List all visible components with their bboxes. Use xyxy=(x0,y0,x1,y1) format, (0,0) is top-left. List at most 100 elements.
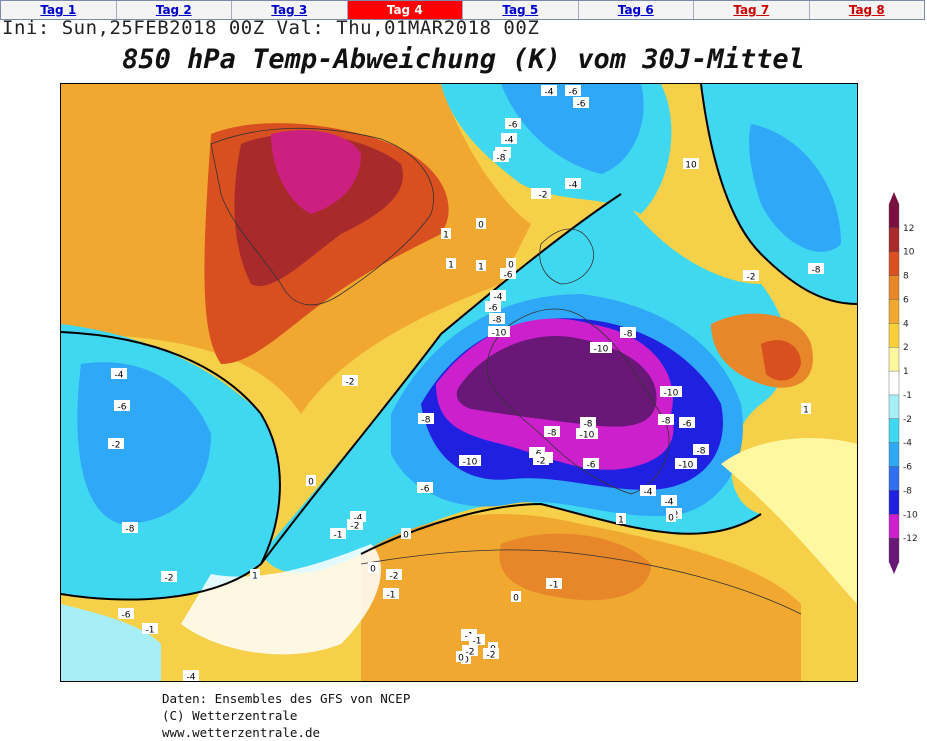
contour-label-box xyxy=(501,133,517,144)
contour-label-box xyxy=(546,578,562,589)
contour-label: -10 xyxy=(679,461,694,471)
contour-label: -4 xyxy=(354,514,363,524)
contour-label: -2 xyxy=(537,457,546,467)
map-title: 850 hPa Temp-Abweichung (K) vom 30J-Mitt… xyxy=(122,44,805,75)
contour-label: 0 xyxy=(463,656,469,666)
tab-day-1[interactable]: Tag 1 xyxy=(1,1,117,19)
contour-label-box xyxy=(500,268,516,279)
contour-label: -8 xyxy=(697,447,706,457)
contour-label-box xyxy=(583,458,599,469)
contour-label-box xyxy=(489,313,505,324)
contour-label-box xyxy=(347,519,363,530)
contour-label: -6 xyxy=(504,271,513,281)
tab-day-4[interactable]: Tag 4 xyxy=(347,1,463,19)
legend-level-label: 1 xyxy=(903,367,909,377)
contour-label-box xyxy=(342,375,358,386)
contour-label-box xyxy=(488,326,510,337)
field-west-atlantic-cold-core xyxy=(77,362,211,524)
contour-label-box xyxy=(111,368,127,379)
coastline-greenland xyxy=(210,127,434,306)
contour-label-box xyxy=(456,651,466,662)
contour-label-box xyxy=(250,569,260,580)
contour-label: -4 xyxy=(494,293,503,303)
legend-swatch xyxy=(888,323,900,348)
color-legend: 12 10 8 6 4 2 1 -1 -2 -4 -6 -8 -10 -12 xyxy=(888,192,918,574)
contour-label: -2 xyxy=(346,378,355,388)
contour-zero-north xyxy=(260,193,622,565)
legend-level-label: -2 xyxy=(903,415,912,425)
contour-label: 1 xyxy=(448,261,454,271)
legend-level-label: 4 xyxy=(903,319,909,329)
contour-label-box xyxy=(386,569,402,580)
legend-swatch xyxy=(888,537,900,563)
contour-label-box xyxy=(490,290,506,301)
credit-website-link[interactable]: www.wetterzentrale.de xyxy=(162,725,321,740)
legend-level-label: 12 xyxy=(903,224,914,234)
tab-day-7[interactable]: Tag 7 xyxy=(694,1,810,19)
contour-label-box xyxy=(541,85,557,96)
contour-label: -2 xyxy=(466,648,475,658)
tab-day-8[interactable]: Tag 8 xyxy=(848,3,885,17)
contour-label-box xyxy=(535,188,551,199)
legend-swatch xyxy=(888,275,900,301)
contour-label: -8 xyxy=(126,525,135,535)
contour-label-box xyxy=(183,670,199,681)
contour-label-box xyxy=(640,485,656,496)
legend-swatch xyxy=(888,370,900,396)
contour-label: 0 xyxy=(478,221,484,231)
contour-label: -1 xyxy=(550,581,559,591)
contour-label: -2 xyxy=(390,572,399,582)
field-russia-warm-core xyxy=(761,340,801,381)
contour-label-box xyxy=(441,228,451,239)
contour-label-box xyxy=(675,458,697,469)
anomaly-map: -4-6-6-6-4-6-8-2-4-2-6-4-6-8-10-8-10-2-8… xyxy=(60,83,858,682)
contour-label-box xyxy=(693,444,709,455)
contour-label: -10 xyxy=(463,458,478,468)
legend-level-label: -1 xyxy=(903,391,912,401)
field-northeast-cold-core xyxy=(749,124,841,252)
contour-label: 0 xyxy=(458,654,464,664)
contour-zero-east xyxy=(700,84,857,305)
contour-label-box xyxy=(418,413,434,424)
contour-label-box xyxy=(505,118,521,129)
contour-label: 0 xyxy=(370,565,376,575)
contour-label: 1 xyxy=(443,231,449,241)
contour-label: 0 xyxy=(308,478,314,488)
contour-label-box xyxy=(683,158,699,169)
credit-copyright: (C) Wetterzentrale xyxy=(162,708,298,723)
legend-level-label: -12 xyxy=(903,534,918,544)
contour-label-box xyxy=(459,455,481,466)
coastline-north-africa xyxy=(360,549,802,615)
contour-label-box xyxy=(666,511,676,522)
contour-label: -8 xyxy=(497,154,506,164)
contour-label: -10 xyxy=(594,345,609,355)
tab-day-3[interactable]: Tag 3 xyxy=(232,1,348,19)
contour-label: -8 xyxy=(624,330,633,340)
tab-day-5[interactable]: Tag 5 xyxy=(463,1,579,19)
contour-label: -4 xyxy=(644,488,653,498)
contour-label-box xyxy=(368,562,378,573)
tab-day-2[interactable]: Tag 2 xyxy=(117,1,232,19)
tab-day-6[interactable]: Tag 6 xyxy=(579,1,694,19)
legend-bottom-arrow xyxy=(889,562,899,574)
contour-label: -10 xyxy=(580,431,595,441)
contour-label-box xyxy=(544,426,560,437)
contour-label: -6 xyxy=(577,100,586,110)
contour-label-box xyxy=(469,634,485,645)
contour-label: -8 xyxy=(493,316,502,326)
contour-label-box xyxy=(660,386,682,397)
contour-label: -8 xyxy=(662,417,671,427)
legend-level-label: 8 xyxy=(903,272,909,282)
contour-label-box xyxy=(506,258,516,269)
contour-label: -4 xyxy=(569,181,578,191)
contour-label: -4 xyxy=(505,136,514,146)
contour-label-box xyxy=(529,447,545,458)
contour-label-box xyxy=(661,495,677,506)
contour-label-box xyxy=(383,588,399,599)
coastline-scandinavia xyxy=(539,228,594,285)
contour-label: -8 xyxy=(422,416,431,426)
contour-label-box xyxy=(488,642,498,653)
contour-label-box xyxy=(122,522,138,533)
legend-level-label: -10 xyxy=(903,510,918,520)
contour-label-box xyxy=(142,623,158,634)
